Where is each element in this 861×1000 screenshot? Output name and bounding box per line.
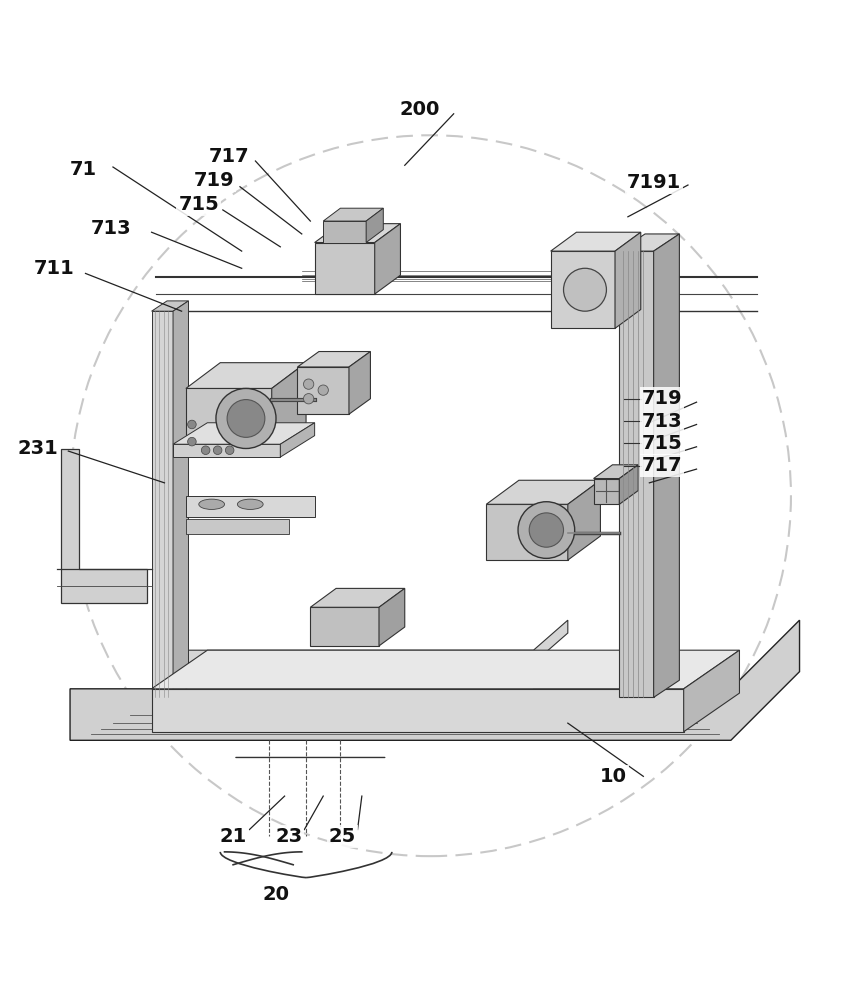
Polygon shape	[567, 480, 600, 560]
Text: 200: 200	[400, 100, 439, 119]
Text: 715: 715	[178, 195, 220, 214]
Circle shape	[563, 268, 606, 311]
Polygon shape	[486, 504, 567, 560]
Text: 719: 719	[642, 389, 683, 408]
Polygon shape	[298, 367, 349, 414]
Polygon shape	[173, 423, 314, 444]
Polygon shape	[314, 243, 375, 294]
Text: 231: 231	[17, 439, 58, 458]
Circle shape	[303, 394, 313, 404]
Text: 25: 25	[329, 827, 356, 846]
Polygon shape	[160, 620, 567, 663]
Polygon shape	[152, 311, 173, 697]
Circle shape	[188, 437, 196, 446]
Polygon shape	[323, 208, 383, 221]
Polygon shape	[186, 496, 314, 517]
Ellipse shape	[238, 499, 263, 509]
Polygon shape	[551, 232, 641, 251]
Polygon shape	[379, 588, 405, 646]
Circle shape	[518, 502, 574, 558]
Polygon shape	[349, 352, 370, 414]
Polygon shape	[298, 352, 370, 367]
Circle shape	[227, 400, 265, 437]
Text: 717: 717	[642, 456, 683, 475]
Text: 713: 713	[642, 412, 683, 431]
Polygon shape	[156, 682, 534, 689]
Text: 711: 711	[34, 259, 75, 278]
Text: 7191: 7191	[627, 173, 681, 192]
Circle shape	[214, 446, 222, 455]
Polygon shape	[272, 363, 306, 449]
Circle shape	[188, 420, 196, 429]
Polygon shape	[70, 620, 800, 740]
Polygon shape	[323, 221, 366, 243]
Ellipse shape	[199, 499, 225, 509]
Circle shape	[216, 388, 276, 449]
Polygon shape	[619, 251, 653, 697]
Text: 715: 715	[641, 434, 683, 453]
Text: 20: 20	[263, 885, 289, 904]
Polygon shape	[152, 650, 740, 689]
Polygon shape	[173, 444, 281, 457]
Polygon shape	[152, 689, 684, 732]
Polygon shape	[615, 232, 641, 328]
Polygon shape	[486, 480, 600, 504]
Text: 23: 23	[276, 827, 302, 846]
Circle shape	[201, 446, 210, 455]
Circle shape	[530, 513, 563, 547]
Circle shape	[303, 379, 313, 389]
Polygon shape	[366, 208, 383, 243]
Polygon shape	[156, 656, 534, 663]
Polygon shape	[173, 301, 189, 697]
Circle shape	[318, 385, 328, 395]
Text: 71: 71	[70, 160, 96, 179]
Text: 719: 719	[194, 171, 234, 190]
Circle shape	[226, 446, 234, 455]
Polygon shape	[593, 479, 619, 504]
Polygon shape	[186, 363, 306, 388]
Polygon shape	[186, 519, 289, 534]
Polygon shape	[314, 224, 400, 243]
Polygon shape	[281, 423, 314, 457]
Polygon shape	[619, 465, 638, 504]
Polygon shape	[61, 449, 147, 603]
Text: 10: 10	[600, 767, 627, 786]
Polygon shape	[310, 588, 405, 607]
Polygon shape	[653, 234, 679, 697]
Polygon shape	[593, 465, 638, 479]
Text: 21: 21	[220, 827, 247, 846]
Text: 717: 717	[208, 147, 249, 166]
Polygon shape	[551, 251, 615, 328]
Text: 713: 713	[91, 219, 132, 238]
Polygon shape	[310, 607, 379, 646]
Polygon shape	[152, 301, 189, 311]
Polygon shape	[186, 388, 272, 449]
Polygon shape	[619, 234, 679, 251]
Polygon shape	[156, 669, 534, 676]
Polygon shape	[375, 224, 400, 294]
Polygon shape	[684, 650, 740, 732]
